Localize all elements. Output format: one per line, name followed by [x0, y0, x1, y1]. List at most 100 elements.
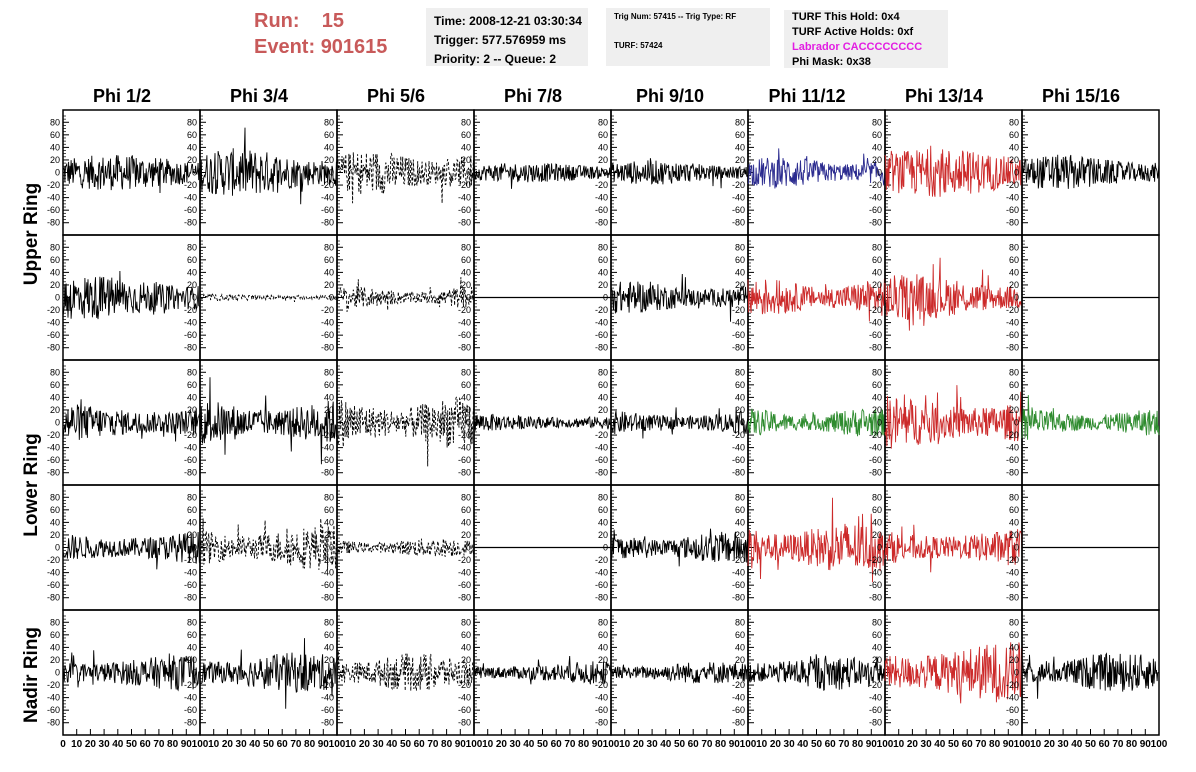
- x-tick-label: 20: [633, 739, 645, 750]
- y-tick-label: 60: [187, 130, 197, 140]
- y-tick-label: 20: [461, 155, 471, 165]
- y-tick-label: 80: [461, 617, 471, 627]
- y-tick-label: 20: [50, 405, 60, 415]
- y-tick-label: -80: [321, 343, 334, 353]
- x-tick-label: 80: [852, 739, 864, 750]
- x-tick-label: 90: [1003, 739, 1015, 750]
- y-tick-label: -60: [458, 205, 471, 215]
- y-tick-label: -80: [184, 343, 197, 353]
- y-tick-label: 20: [324, 530, 334, 540]
- y-tick-label: -20: [1006, 680, 1019, 690]
- y-tick-label: 40: [50, 517, 60, 527]
- panel-frame: [62, 109, 201, 236]
- x-tick-label: 10: [893, 739, 905, 750]
- y-tick-label: -40: [732, 318, 745, 328]
- x-tick-label: 20: [770, 739, 782, 750]
- y-tick-label: -40: [184, 443, 197, 453]
- y-tick-label: 40: [735, 267, 745, 277]
- y-tick-label: 80: [1009, 367, 1019, 377]
- phi-label-2: Phi 3/4: [229, 86, 289, 106]
- y-tick-label: -80: [732, 343, 745, 353]
- y-tick-label: 80: [324, 367, 334, 377]
- y-tick-label: -40: [458, 318, 471, 328]
- y-tick-label: -60: [595, 705, 608, 715]
- y-tick-label: 80: [1009, 492, 1019, 502]
- y-tick-label: 80: [735, 617, 745, 627]
- x-tick-label: 90: [181, 739, 193, 750]
- y-tick-label: 20: [598, 280, 608, 290]
- y-tick-label: -20: [1006, 430, 1019, 440]
- x-tick-label: 40: [386, 739, 398, 750]
- y-tick-label: 60: [461, 630, 471, 640]
- y-tick-label: 80: [872, 117, 882, 127]
- y-tick-label: 20: [872, 530, 882, 540]
- y-tick-label: -20: [458, 430, 471, 440]
- y-tick-label: 80: [50, 367, 60, 377]
- y-tick-label: 60: [1009, 255, 1019, 265]
- y-tick-label: 80: [598, 492, 608, 502]
- y-tick-label: 60: [324, 630, 334, 640]
- y-tick-label: -40: [458, 693, 471, 703]
- y-tick-label: -60: [595, 455, 608, 465]
- y-tick-label: 40: [461, 517, 471, 527]
- y-tick-label: 20: [50, 530, 60, 540]
- y-tick-label: 40: [735, 642, 745, 652]
- y-tick-label: 60: [50, 505, 60, 515]
- y-tick-label: -60: [47, 330, 60, 340]
- x-tick-label: 50: [400, 739, 412, 750]
- y-tick-label: 40: [598, 267, 608, 277]
- y-tick-label: -60: [47, 705, 60, 715]
- y-tick-label: -20: [1006, 180, 1019, 190]
- x-tick-label: 50: [1085, 739, 1097, 750]
- y-tick-label: 60: [598, 380, 608, 390]
- y-tick-label: -60: [184, 205, 197, 215]
- y-tick-label: 20: [50, 655, 60, 665]
- y-tick-label: -20: [321, 555, 334, 565]
- waveform-trace: [1021, 652, 1160, 699]
- trig-info-box: Trig Num: 57415 -- Trig Type: RF TURF: 5…: [606, 8, 770, 66]
- waveform-trace: [336, 396, 475, 467]
- y-tick-label: -40: [595, 693, 608, 703]
- y-tick-label: -80: [458, 718, 471, 728]
- y-tick-label: -80: [595, 343, 608, 353]
- y-tick-label: -60: [732, 580, 745, 590]
- y-tick-label: -20: [321, 430, 334, 440]
- x-tick-label: 30: [921, 739, 933, 750]
- y-tick-label: -40: [1006, 318, 1019, 328]
- y-tick-label: 20: [735, 155, 745, 165]
- y-tick-label: 40: [872, 267, 882, 277]
- x-tick-label: 0: [60, 739, 66, 750]
- x-tick-label: 60: [140, 739, 152, 750]
- y-tick-label: 20: [187, 280, 197, 290]
- y-tick-label: 40: [324, 642, 334, 652]
- y-tick-label: -40: [458, 443, 471, 453]
- y-tick-label: -20: [869, 430, 882, 440]
- y-tick-label: -40: [47, 318, 60, 328]
- y-tick-label: 60: [1009, 505, 1019, 515]
- y-tick-label: 0: [1014, 293, 1019, 303]
- x-tick-label: 50: [674, 739, 686, 750]
- y-tick-label: -80: [595, 718, 608, 728]
- y-tick-label: 0: [877, 543, 882, 553]
- y-tick-label: 80: [187, 117, 197, 127]
- y-tick-label: -80: [1006, 593, 1019, 603]
- y-tick-label: 20: [187, 155, 197, 165]
- y-tick-label: 80: [324, 617, 334, 627]
- y-tick-label: 40: [1009, 642, 1019, 652]
- y-tick-label: 40: [50, 642, 60, 652]
- waveform-trace: [747, 497, 886, 583]
- y-tick-label: 20: [1009, 280, 1019, 290]
- y-tick-label: -20: [184, 680, 197, 690]
- y-tick-label: -20: [732, 180, 745, 190]
- y-tick-label: -20: [184, 305, 197, 315]
- y-tick-label: 0: [603, 168, 608, 178]
- y-tick-label: -40: [869, 443, 882, 453]
- y-tick-label: -60: [458, 330, 471, 340]
- y-tick-label: -80: [1006, 718, 1019, 728]
- waveform-trace: [199, 377, 338, 465]
- y-tick-label: -80: [184, 468, 197, 478]
- y-tick-label: -40: [458, 568, 471, 578]
- y-tick-label: 40: [324, 517, 334, 527]
- y-tick-label: -60: [458, 580, 471, 590]
